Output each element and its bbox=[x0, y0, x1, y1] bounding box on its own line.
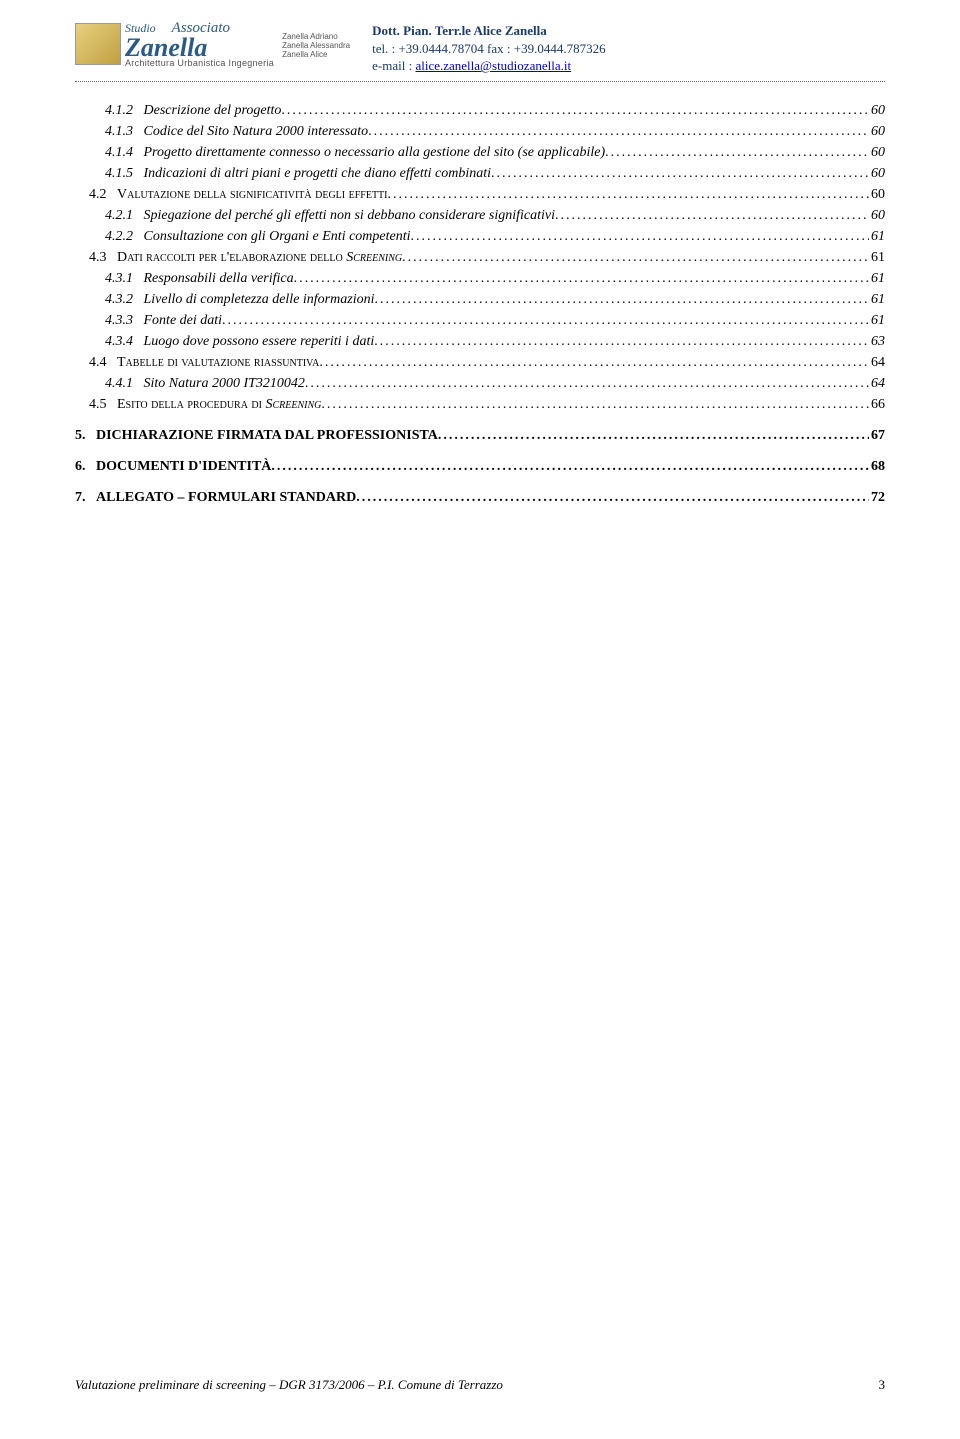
email-prefix: e-mail : bbox=[372, 58, 415, 73]
toc-row: 4.2.1 Spiegazione del perché gli effetti… bbox=[75, 205, 885, 226]
studio-text-block: Studio Associato Zanella Architettura Ur… bbox=[125, 20, 274, 68]
footer: Valutazione preliminare di screening – D… bbox=[75, 1377, 885, 1393]
toc-label: 4.3.3 Fonte dei dati bbox=[105, 310, 222, 331]
toc-dots bbox=[305, 373, 869, 394]
toc-top-label: 5. DICHIARAZIONE FIRMATA DAL PROFESSIONI… bbox=[75, 425, 438, 446]
toc-page: 68 bbox=[869, 456, 885, 477]
toc-dots bbox=[368, 121, 869, 142]
toc-row: 4.2.2 Consultazione con gli Organi e Ent… bbox=[75, 226, 885, 247]
toc-dots bbox=[271, 456, 869, 477]
toc-row: 4.1.3 Codice del Sito Natura 2000 intere… bbox=[75, 121, 885, 142]
contact-email-line: e-mail : alice.zanella@studiozanella.it bbox=[372, 57, 605, 75]
toc-row: 4.1.2 Descrizione del progetto 60 bbox=[75, 100, 885, 121]
toc-dots bbox=[222, 310, 869, 331]
toc-body: 4.1.2 Descrizione del progetto 604.1.3 C… bbox=[75, 100, 885, 415]
logo-image bbox=[75, 23, 121, 65]
toc-label: 4.1.2 Descrizione del progetto bbox=[105, 100, 281, 121]
toc-page: 61 bbox=[869, 268, 885, 289]
table-of-contents: 4.1.2 Descrizione del progetto 604.1.3 C… bbox=[75, 100, 885, 508]
toc-dots bbox=[388, 184, 870, 205]
toc-page: 67 bbox=[869, 425, 885, 446]
toc-dots bbox=[555, 205, 869, 226]
toc-row: 4.1.5 Indicazioni di altri piani e proge… bbox=[75, 163, 885, 184]
toc-page: 60 bbox=[869, 100, 885, 121]
toc-label: 4.3.4 Luogo dove possono essere reperiti… bbox=[105, 331, 374, 352]
toc-top-row: 5. DICHIARAZIONE FIRMATA DAL PROFESSIONI… bbox=[75, 425, 885, 446]
toc-label: 4.4 Tabelle di valutazione riassuntiva bbox=[89, 352, 319, 373]
toc-label: 4.3 Dati raccolti per l'elaborazione del… bbox=[89, 247, 402, 268]
toc-row: 4.3.1 Responsabili della verifica 61 bbox=[75, 268, 885, 289]
toc-dots bbox=[281, 100, 869, 121]
contact-tel: tel. : +39.0444.78704 fax : +39.0444.787… bbox=[372, 40, 605, 58]
toc-top-label: 6. DOCUMENTI D'IDENTITÀ bbox=[75, 456, 271, 477]
toc-label: 4.2 Valutazione della significatività de… bbox=[89, 184, 388, 205]
toc-dots bbox=[356, 487, 869, 508]
toc-dots bbox=[438, 425, 869, 446]
mini-names: Zanella Adriano Zanella Alessandra Zanel… bbox=[282, 33, 350, 59]
toc-page: 64 bbox=[869, 373, 885, 394]
toc-top-label: 7. ALLEGATO – FORMULARI STANDARD bbox=[75, 487, 356, 508]
toc-page: 61 bbox=[869, 226, 885, 247]
toc-page: 61 bbox=[869, 289, 885, 310]
toc-label: 4.1.4 Progetto direttamente connesso o n… bbox=[105, 142, 605, 163]
toc-label: 4.3.2 Livello di completezza delle infor… bbox=[105, 289, 374, 310]
toc-label: 4.2.1 Spiegazione del perché gli effetti… bbox=[105, 205, 555, 226]
toc-dots bbox=[321, 394, 869, 415]
footer-page-number: 3 bbox=[879, 1377, 886, 1393]
toc-label: 4.1.3 Codice del Sito Natura 2000 intere… bbox=[105, 121, 368, 142]
toc-page: 60 bbox=[869, 121, 885, 142]
toc-row: 4.4.1 Sito Natura 2000 IT3210042 64 bbox=[75, 373, 885, 394]
toc-dots bbox=[319, 352, 869, 373]
toc-label: 4.3.1 Responsabili della verifica bbox=[105, 268, 294, 289]
toc-dots bbox=[402, 247, 869, 268]
toc-page: 60 bbox=[869, 142, 885, 163]
toc-dots bbox=[605, 142, 869, 163]
toc-label: 4.5 Esito della procedura di Screening bbox=[89, 394, 321, 415]
toc-page: 63 bbox=[869, 331, 885, 352]
brand-name: Zanella bbox=[125, 36, 274, 59]
toc-dots bbox=[294, 268, 869, 289]
toc-page: 60 bbox=[869, 163, 885, 184]
toc-row: 4.3.2 Livello di completezza delle infor… bbox=[75, 289, 885, 310]
toc-row: 4.3.3 Fonte dei dati 61 bbox=[75, 310, 885, 331]
toc-row: 4.5 Esito della procedura di Screening 6… bbox=[75, 394, 885, 415]
toc-dots bbox=[411, 226, 869, 247]
toc-page: 60 bbox=[869, 184, 885, 205]
toc-page: 61 bbox=[869, 310, 885, 331]
toc-page: 61 bbox=[869, 247, 885, 268]
toc-row: 4.2 Valutazione della significatività de… bbox=[75, 184, 885, 205]
email-link[interactable]: alice.zanella@studiozanella.it bbox=[415, 58, 571, 73]
toc-page: 60 bbox=[869, 205, 885, 226]
contact-block: Dott. Pian. Terr.le Alice Zanella tel. :… bbox=[372, 22, 605, 75]
toc-dots bbox=[374, 289, 869, 310]
toc-dots bbox=[491, 163, 869, 184]
mini-name-3: Zanella Alice bbox=[282, 51, 350, 60]
toc-label: 4.2.2 Consultazione con gli Organi e Ent… bbox=[105, 226, 411, 247]
toc-row: 4.3 Dati raccolti per l'elaborazione del… bbox=[75, 247, 885, 268]
contact-title: Dott. Pian. Terr.le Alice Zanella bbox=[372, 22, 605, 40]
footer-left: Valutazione preliminare di screening – D… bbox=[75, 1377, 503, 1393]
toc-row: 4.4 Tabelle di valutazione riassuntiva 6… bbox=[75, 352, 885, 373]
toc-row: 4.3.4 Luogo dove possono essere reperiti… bbox=[75, 331, 885, 352]
toc-top-row: 6. DOCUMENTI D'IDENTITÀ 68 bbox=[75, 456, 885, 477]
logo-block: Studio Associato Zanella Architettura Ur… bbox=[75, 20, 350, 68]
toc-page: 64 bbox=[869, 352, 885, 373]
letterhead: Studio Associato Zanella Architettura Ur… bbox=[75, 20, 885, 75]
document-page: Studio Associato Zanella Architettura Ur… bbox=[0, 0, 960, 1439]
toc-dots bbox=[374, 331, 869, 352]
toc-label: 4.4.1 Sito Natura 2000 IT3210042 bbox=[105, 373, 305, 394]
dotted-divider bbox=[75, 81, 885, 82]
toc-page: 66 bbox=[869, 394, 885, 415]
toc-top-row: 7. ALLEGATO – FORMULARI STANDARD 72 bbox=[75, 487, 885, 508]
brand-subline: Architettura Urbanistica Ingegneria bbox=[125, 59, 274, 68]
toc-label: 4.1.5 Indicazioni di altri piani e proge… bbox=[105, 163, 491, 184]
toc-top-sections: 5. DICHIARAZIONE FIRMATA DAL PROFESSIONI… bbox=[75, 425, 885, 508]
toc-page: 72 bbox=[869, 487, 885, 508]
toc-row: 4.1.4 Progetto direttamente connesso o n… bbox=[75, 142, 885, 163]
